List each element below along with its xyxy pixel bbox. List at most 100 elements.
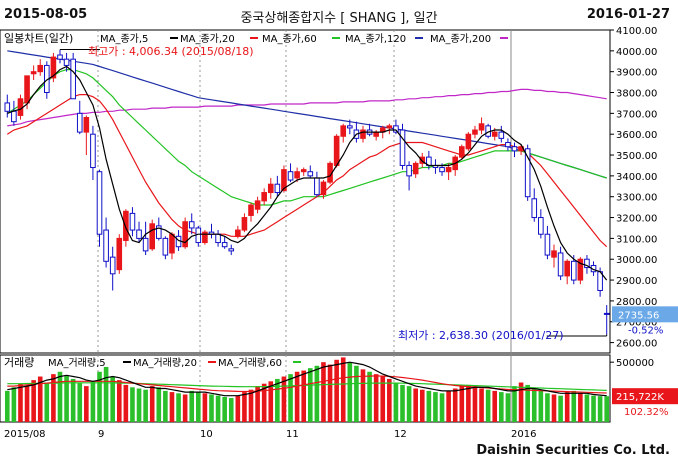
last-volume-value: 215,722K [616, 392, 664, 403]
candle-body [472, 129, 478, 135]
candle-body [406, 164, 412, 177]
x-tick-label: 11 [286, 429, 299, 440]
price-tick-label: 3700.00 [616, 109, 657, 120]
price-tick-label: 3600.00 [616, 130, 657, 141]
candle-body [215, 233, 221, 244]
high-price-label: 최고가 : 4,006.34 (2015/08/18) [88, 45, 254, 58]
candle-body [340, 125, 347, 137]
volume-bar [531, 388, 537, 422]
volume-bar [209, 394, 214, 422]
price-tick-label: 4100.00 [616, 26, 657, 37]
candle-body [17, 98, 24, 116]
price-tick-label: 2900.00 [616, 276, 657, 287]
volume-bar [202, 393, 208, 422]
volume-bar [406, 386, 412, 422]
candle-body [109, 256, 116, 275]
volume-bar [446, 390, 451, 422]
candle-body [584, 258, 590, 269]
candle-body [307, 171, 314, 177]
last-price-value: 2735.56 [618, 310, 659, 321]
candle-body [294, 171, 300, 179]
volume-bar [472, 386, 478, 422]
candle-body [320, 181, 327, 196]
volume-bar [169, 392, 175, 422]
candle-body [551, 250, 557, 258]
volume-bar [551, 394, 557, 422]
volume-bar [57, 371, 63, 422]
candle-body [169, 233, 175, 254]
x-tick-label: 2016 [511, 429, 536, 440]
volume-ma60-line [7, 382, 607, 391]
ma60-line [6, 69, 607, 206]
candle-body [419, 156, 426, 164]
candle-body [4, 102, 11, 112]
low-price-label: 최저가 : 2,638.30 (2016/01/27) [398, 329, 564, 342]
candle-body [274, 183, 281, 194]
legend-item: MA_종가,200 [430, 33, 491, 45]
legend-item: MA_종가,60 [262, 33, 317, 45]
volume-bar [307, 368, 313, 422]
candle-body [142, 237, 149, 252]
volume-legend-item: MA_거래량,60 [218, 357, 282, 369]
volume-bar [149, 386, 155, 422]
volume-bar [558, 395, 563, 422]
volume-bar [288, 374, 293, 422]
volume-bar [90, 381, 96, 422]
ma5-line [7, 65, 608, 281]
candle-body [498, 131, 505, 139]
candle-body [333, 135, 340, 166]
candle-body [347, 125, 353, 129]
volume-bar [110, 376, 115, 422]
last-price-tag [612, 306, 678, 323]
candle-body [116, 237, 123, 271]
volume-bar [373, 374, 379, 422]
x-tick-label: 12 [394, 429, 407, 440]
candle-body [30, 71, 37, 75]
volume-bar [242, 392, 247, 422]
volume-bar [4, 390, 10, 422]
candle-body [96, 171, 103, 235]
volume-bar [545, 393, 550, 422]
volume-bar [512, 386, 517, 422]
candle-body [511, 146, 518, 152]
candle-body [90, 133, 96, 169]
candle-body [57, 54, 63, 60]
volume-ma20-line [7, 375, 607, 394]
candle-body [399, 129, 406, 166]
price-tick-label: 2700.00 [616, 318, 657, 329]
candle-body [162, 237, 169, 256]
price-tick-label: 3200.00 [616, 214, 657, 225]
candle-body [386, 125, 393, 129]
volume-bar [103, 366, 109, 422]
volume-bar [116, 380, 122, 422]
price-tick-label: 3400.00 [616, 172, 657, 183]
legend-item: MA_종가,5 [100, 33, 148, 45]
volume-bar [248, 389, 254, 422]
chart-header: 2015-08-05 중국상해종합지수 [ SHANG ], 일간 2016-0… [0, 0, 678, 30]
candle-body [491, 131, 498, 137]
volume-bar [156, 387, 162, 422]
candle-body [70, 58, 76, 100]
volume-bar [591, 395, 596, 422]
volume-bar [387, 378, 392, 422]
volume-bar [176, 393, 181, 422]
volume-bar [143, 389, 148, 422]
last-price-change: -0.52% [628, 325, 663, 336]
candle-body [373, 131, 379, 137]
candle-body [83, 117, 90, 133]
volume-bar [433, 392, 438, 422]
price-panel-frame [0, 29, 611, 354]
volume-bar [301, 370, 307, 422]
volume-bar [571, 390, 577, 422]
candle-body [287, 171, 294, 181]
volume-bar [492, 390, 498, 422]
volume-bar [261, 383, 267, 422]
volume-bar [380, 376, 386, 422]
price-tick-label: 2600.00 [616, 339, 657, 350]
price-tick-label: 3100.00 [616, 234, 657, 245]
volume-ratio: 102.32% [624, 407, 669, 418]
volume-bar [426, 390, 432, 422]
candle-body [63, 58, 70, 66]
candle-body [445, 167, 452, 173]
start-date: 2015-08-05 [4, 7, 88, 22]
